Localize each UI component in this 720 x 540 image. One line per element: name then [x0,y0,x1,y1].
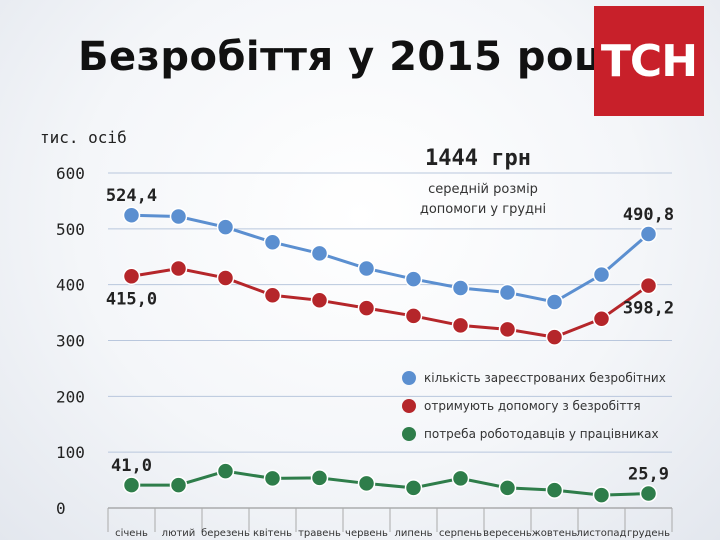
legend-label: потреба роботодавців у працівниках [424,427,659,441]
y-tick-label: 400 [56,276,85,295]
series-line-0 [131,213,650,304]
data-point [498,320,517,339]
data-label: 490,8 [623,205,674,225]
data-point [545,481,564,499]
y-axis-label: тис. осіб [40,128,127,147]
data-label: 25,9 [628,465,669,485]
x-tick-label: липень [394,528,432,539]
data-point [404,479,423,497]
data-point [216,462,235,480]
x-tick-label: травень [298,528,341,539]
data-point [639,276,658,295]
x-tick-label: лютий [162,528,196,539]
data-point [169,207,188,226]
data-point [216,218,235,236]
y-tick-label: 300 [56,332,85,351]
data-label: 41,0 [111,456,152,476]
data-point [122,267,141,286]
data-point [122,476,141,494]
legend-item-benefit: отримують допомогу з безробіття [402,392,666,420]
legend: кількість зареєстрованих безробітних отр… [402,364,666,448]
data-point [310,291,329,310]
x-tick-label: серпень [439,528,482,539]
logo-text: ТСН [600,35,698,87]
data-point [545,293,564,311]
x-tick-label: жовтень [532,528,578,539]
data-point [122,206,141,224]
data-label: 415,0 [106,289,157,309]
x-tick-label: квітень [253,527,292,539]
data-point [545,328,564,346]
annotation-amount: 1444 грн [425,146,531,171]
legend-marker-green [402,427,416,441]
x-tick-label: січень [115,527,148,539]
legend-item-demand: потреба роботодавців у працівниках [402,420,666,448]
data-point [310,244,329,263]
tsn-logo: ТСН [594,6,704,116]
legend-label: отримують допомогу з безробіття [424,399,641,413]
data-point [263,286,282,305]
x-tick-label: червень [345,528,388,539]
chart-title: Безробіття у 2015 році [78,34,619,80]
data-point [169,259,188,278]
data-point [451,469,470,488]
y-tick-label: 0 [56,499,66,518]
legend-label: кількість зареєстрованих безробітних [424,371,666,385]
data-label: 524,4 [106,186,157,206]
x-tick-label: березень [201,528,250,539]
data-point [357,259,376,278]
x-tick-label: листопад [577,528,627,539]
data-point [216,269,235,287]
data-point [263,233,282,251]
data-point [404,307,423,325]
data-point [404,270,423,288]
data-point [263,469,282,488]
annotation-line-1: середній розмір [428,182,538,197]
y-tick-label: 600 [56,164,85,183]
data-point [451,279,470,297]
x-tick-label: вересень [483,528,532,539]
data-point [169,476,188,494]
legend-marker-blue [402,371,416,385]
x-tick-label: грудень [627,528,670,539]
y-tick-label: 100 [56,443,85,462]
data-point [592,486,611,504]
data-label: 398,2 [623,299,674,319]
annotation-description: середній розмір допомоги у грудні [408,180,558,220]
data-point [357,474,376,493]
y-tick-label: 500 [56,220,85,239]
y-tick-label: 200 [56,387,85,406]
data-point [498,283,517,302]
data-point [592,309,611,328]
legend-marker-red [402,399,416,413]
series-line-1 [131,266,650,339]
data-point [357,299,376,317]
data-point [451,316,470,335]
series-line-2 [131,469,649,497]
annotation-line-2: допомоги у грудні [419,202,547,217]
data-point [498,479,517,497]
legend-item-registered: кількість зареєстрованих безробітних [402,364,666,392]
data-point [639,225,658,243]
data-point [310,469,329,487]
data-point [592,265,611,284]
data-point [639,484,658,503]
